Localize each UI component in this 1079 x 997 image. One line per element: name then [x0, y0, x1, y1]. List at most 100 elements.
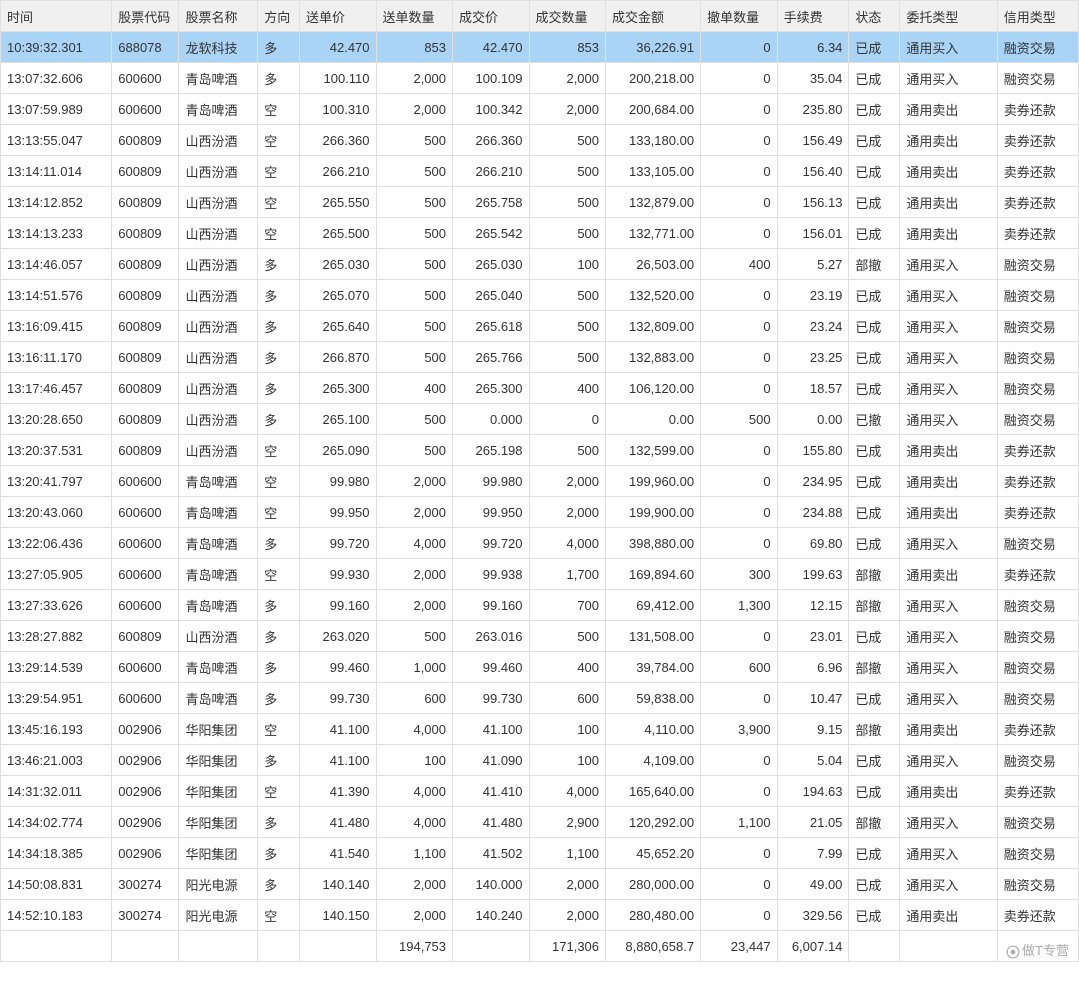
cell-code: 600809 [112, 125, 179, 156]
cell-entrust: 通用买入 [900, 528, 997, 559]
cell-cancel_qty: 0 [701, 125, 778, 156]
cell-credit: 融资交易 [997, 683, 1078, 714]
table-row[interactable]: 14:52:10.183300274阳光电源空140.1502,000140.2… [1, 900, 1079, 931]
cell-name: 青岛啤酒 [179, 528, 258, 559]
col-header-time[interactable]: 时间 [1, 1, 112, 32]
cell-fee: 156.13 [777, 187, 849, 218]
cell-deal_qty: 2,900 [529, 807, 606, 838]
col-header-fee[interactable]: 手续费 [777, 1, 849, 32]
col-header-code[interactable]: 股票代码 [112, 1, 179, 32]
col-header-name[interactable]: 股票名称 [179, 1, 258, 32]
cell-deal_amt: 132,879.00 [606, 187, 701, 218]
cell-status: 部撤 [849, 590, 900, 621]
cell-deal_price: 41.100 [453, 714, 530, 745]
cell-credit: 卖券还款 [997, 94, 1078, 125]
table-row[interactable]: 13:16:09.415600809山西汾酒多265.640500265.618… [1, 311, 1079, 342]
table-row[interactable]: 14:34:18.385002906华阳集团多41.5401,10041.502… [1, 838, 1079, 869]
cell-deal_qty: 2,000 [529, 466, 606, 497]
cell-deal_qty: 100 [529, 714, 606, 745]
col-header-deal_price[interactable]: 成交价 [453, 1, 530, 32]
cell-cancel_qty: 0 [701, 776, 778, 807]
table-row[interactable]: 13:14:12.852600809山西汾酒空265.550500265.758… [1, 187, 1079, 218]
cell-dir: 多 [258, 683, 300, 714]
cell-deal_amt: 39,784.00 [606, 652, 701, 683]
cell-credit: 融资交易 [997, 404, 1078, 435]
cell-order_price: 266.360 [300, 125, 377, 156]
table-row[interactable]: 13:20:41.797600600青岛啤酒空99.9802,00099.980… [1, 466, 1079, 497]
table-row[interactable]: 13:20:43.060600600青岛啤酒空99.9502,00099.950… [1, 497, 1079, 528]
cell-deal_amt: 0.00 [606, 404, 701, 435]
cell-order_price: 265.640 [300, 311, 377, 342]
cell-credit: 卖券还款 [997, 125, 1078, 156]
table-row[interactable]: 13:07:32.606600600青岛啤酒多100.1102,000100.1… [1, 63, 1079, 94]
cell-order_qty: 2,000 [376, 497, 453, 528]
table-row[interactable]: 14:34:02.774002906华阳集团多41.4804,00041.480… [1, 807, 1079, 838]
cell-order_price: 99.980 [300, 466, 377, 497]
table-row[interactable]: 13:46:21.003002906华阳集团多41.10010041.09010… [1, 745, 1079, 776]
table-row[interactable]: 13:27:05.905600600青岛啤酒空99.9302,00099.938… [1, 559, 1079, 590]
table-row[interactable]: 13:29:14.539600600青岛啤酒多99.4601,00099.460… [1, 652, 1079, 683]
cell-dir: 多 [258, 32, 300, 63]
cell-cancel_qty: 0 [701, 63, 778, 94]
table-row[interactable]: 13:20:37.531600809山西汾酒空265.090500265.198… [1, 435, 1079, 466]
cell-entrust: 通用买入 [900, 32, 997, 63]
col-header-deal_amt[interactable]: 成交金额 [606, 1, 701, 32]
cell-code: 600600 [112, 652, 179, 683]
table-row[interactable]: 13:28:27.882600809山西汾酒多263.020500263.016… [1, 621, 1079, 652]
cell-dir: 多 [258, 342, 300, 373]
table-row[interactable]: 13:45:16.193002906华阳集团空41.1004,00041.100… [1, 714, 1079, 745]
table-row[interactable]: 13:07:59.989600600青岛啤酒空100.3102,000100.3… [1, 94, 1079, 125]
cell-time: 10:39:32.301 [1, 32, 112, 63]
cell-status: 已成 [849, 683, 900, 714]
cell-entrust: 通用买入 [900, 404, 997, 435]
table-row[interactable]: 13:27:33.626600600青岛啤酒多99.1602,00099.160… [1, 590, 1079, 621]
cell-dir: 空 [258, 435, 300, 466]
cell-fee: 21.05 [777, 807, 849, 838]
col-header-credit[interactable]: 信用类型 [997, 1, 1078, 32]
cell-deal_qty: 700 [529, 590, 606, 621]
col-header-deal_qty[interactable]: 成交数量 [529, 1, 606, 32]
table-row[interactable]: 14:31:32.011002906华阳集团空41.3904,00041.410… [1, 776, 1079, 807]
table-row[interactable]: 13:14:51.576600809山西汾酒多265.070500265.040… [1, 280, 1079, 311]
cell-dir: 空 [258, 156, 300, 187]
col-header-status[interactable]: 状态 [849, 1, 900, 32]
table-row[interactable]: 13:14:46.057600809山西汾酒多265.030500265.030… [1, 249, 1079, 280]
cell-code: 300274 [112, 900, 179, 931]
cell-order_qty: 500 [376, 621, 453, 652]
cell-dir: 空 [258, 94, 300, 125]
table-row[interactable]: 13:29:54.951600600青岛啤酒多99.73060099.73060… [1, 683, 1079, 714]
cell-deal_price: 265.198 [453, 435, 530, 466]
cell-deal_price: 99.160 [453, 590, 530, 621]
cell-deal_amt: 398,880.00 [606, 528, 701, 559]
cell-fee: 156.49 [777, 125, 849, 156]
table-row[interactable]: 13:20:28.650600809山西汾酒多265.1005000.00000… [1, 404, 1079, 435]
cell-name: 华阳集团 [179, 776, 258, 807]
cell-dir: 空 [258, 900, 300, 931]
col-header-cancel_qty[interactable]: 撤单数量 [701, 1, 778, 32]
cell-code: 600809 [112, 404, 179, 435]
col-header-dir[interactable]: 方向 [258, 1, 300, 32]
table-row[interactable]: 13:22:06.436600600青岛啤酒多99.7204,00099.720… [1, 528, 1079, 559]
cell-cancel_qty: 1,300 [701, 590, 778, 621]
cell-order_qty: 2,000 [376, 94, 453, 125]
table-row[interactable]: 13:17:46.457600809山西汾酒多265.300400265.300… [1, 373, 1079, 404]
table-row[interactable]: 13:14:11.014600809山西汾酒空266.210500266.210… [1, 156, 1079, 187]
table-row[interactable]: 14:50:08.831300274阳光电源多140.1402,000140.0… [1, 869, 1079, 900]
table-row[interactable]: 13:14:13.233600809山西汾酒空265.500500265.542… [1, 218, 1079, 249]
col-header-order_qty[interactable]: 送单数量 [376, 1, 453, 32]
cell-name: 山西汾酒 [179, 311, 258, 342]
cell-cancel_qty: 0 [701, 900, 778, 931]
col-header-order_price[interactable]: 送单价 [300, 1, 377, 32]
table-row[interactable]: 13:16:11.170600809山西汾酒多266.870500265.766… [1, 342, 1079, 373]
cell-time: 13:07:59.989 [1, 94, 112, 125]
col-header-entrust[interactable]: 委托类型 [900, 1, 997, 32]
cell-fee: 194.63 [777, 776, 849, 807]
cell-time: 13:14:46.057 [1, 249, 112, 280]
cell-deal_amt: 132,599.00 [606, 435, 701, 466]
cell-status: 已成 [849, 466, 900, 497]
table-row[interactable]: 13:13:55.047600809山西汾酒空266.360500266.360… [1, 125, 1079, 156]
cell-code: 600600 [112, 683, 179, 714]
table-row[interactable]: 10:39:32.301688078龙软科技多42.47085342.47085… [1, 32, 1079, 63]
table-header-row: 时间股票代码股票名称方向送单价送单数量成交价成交数量成交金额撤单数量手续费状态委… [1, 1, 1079, 32]
cell-credit: 卖券还款 [997, 435, 1078, 466]
